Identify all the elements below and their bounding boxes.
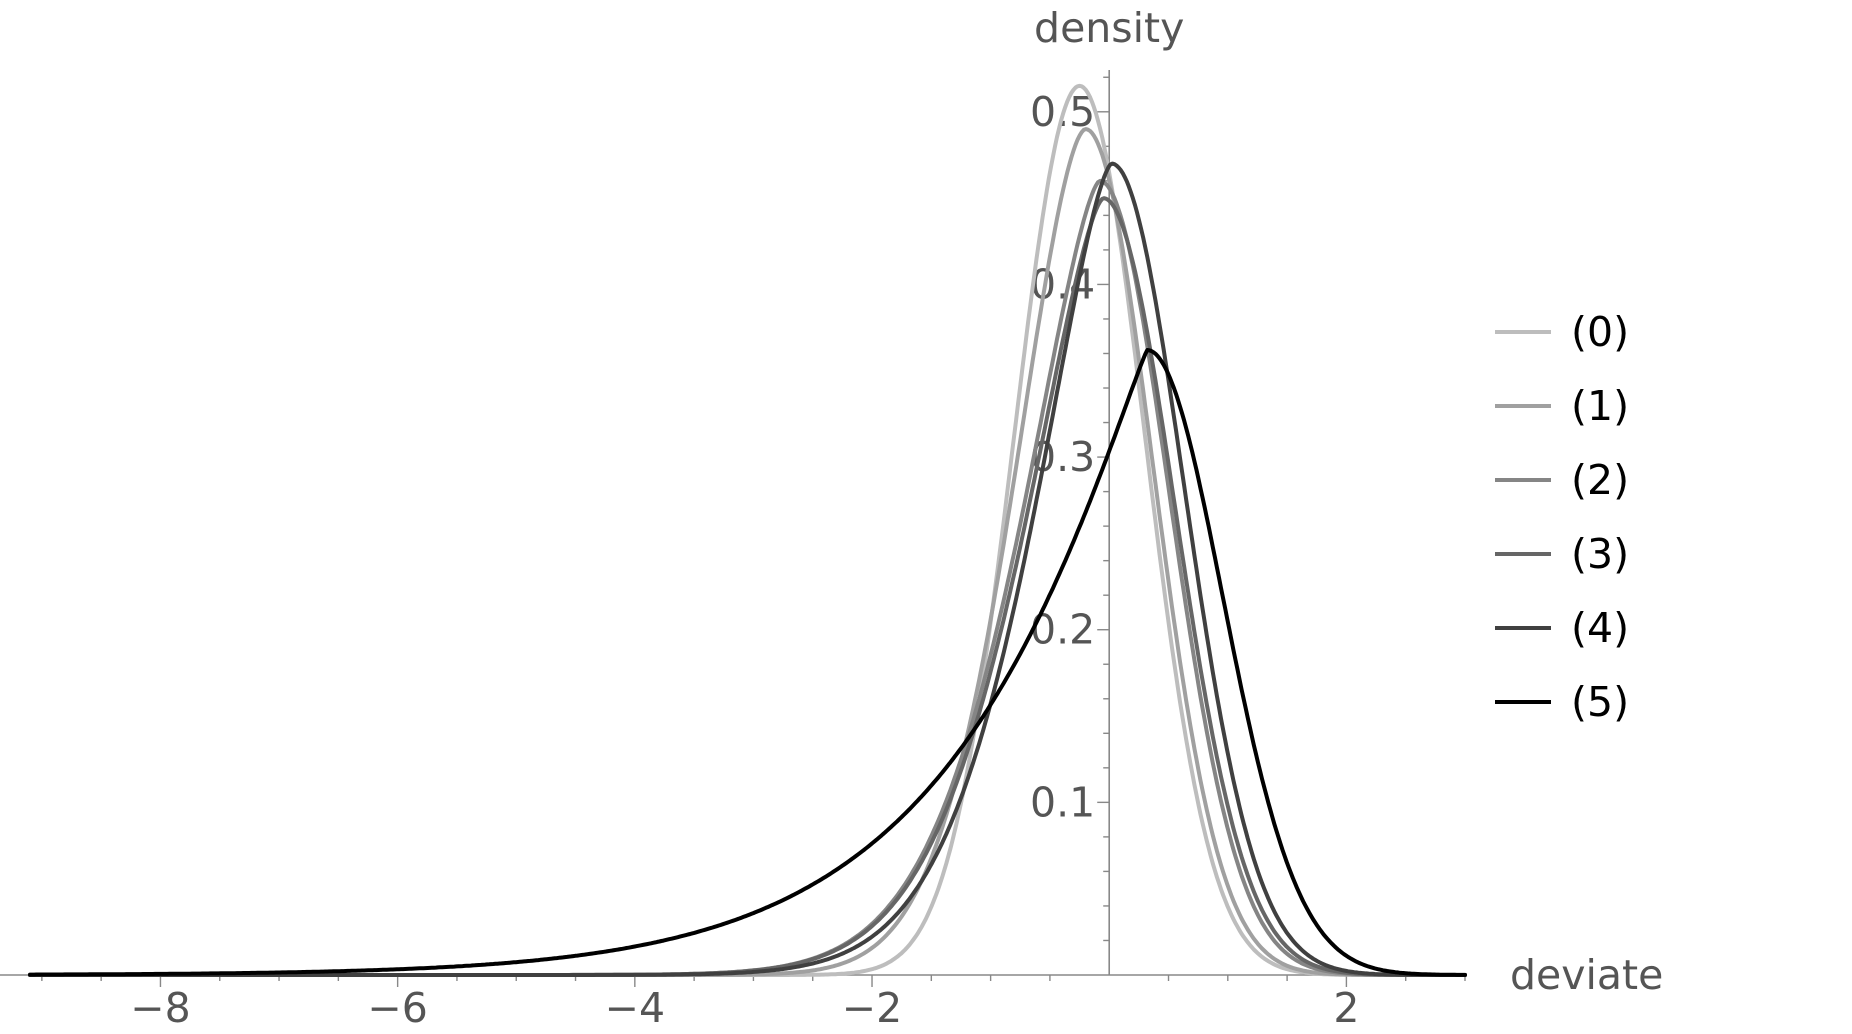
legend: (0) (1) (2) (3) (4) (5) [1495,308,1629,726]
x-tick-label: −2 [842,984,902,1032]
legend-label: (2) [1571,456,1629,504]
y-tick-label: 0.1 [1030,778,1095,826]
x-tick-label: 2 [1333,984,1359,1032]
series-line [28,196,1467,977]
x-tick-label: −6 [367,984,427,1032]
legend-label: (0) [1571,308,1629,356]
series-line [28,348,1467,977]
series-line [28,178,1467,977]
y-ticks: 0.10.20.30.40.5 [1030,76,1110,942]
y-tick-label: 0.4 [1030,260,1095,308]
legend-label: (4) [1571,604,1629,652]
series-group [28,83,1467,977]
y-axis-label: density [1034,4,1184,52]
axes: −8 −6 −4 −2 2 0.10.20.30.40.5 deviate densit… [0,4,1663,1032]
x-ticks: −8 −6 −4 −2 2 [41,975,1466,1032]
x-tick-label: −4 [605,984,665,1032]
x-axis-label: deviate [1510,951,1663,999]
legend-label: (3) [1571,530,1629,578]
legend-label: (5) [1571,678,1629,726]
series-line [28,161,1467,977]
legend-label: (1) [1571,382,1629,430]
x-tick-label: −8 [130,984,190,1032]
